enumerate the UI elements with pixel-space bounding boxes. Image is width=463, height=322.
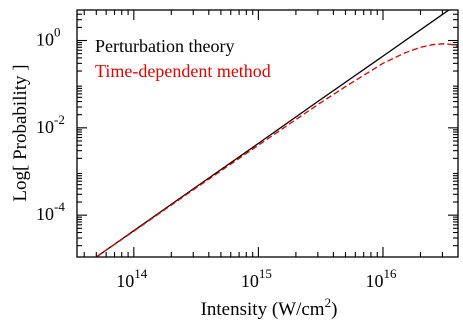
y-axis-label: Log[ Probability ] bbox=[10, 64, 31, 201]
y-major-ticks bbox=[77, 39, 458, 216]
x-axis-label-prefix: Intensity (W/cm bbox=[201, 299, 325, 320]
plot-frame bbox=[76, 9, 459, 258]
legend: Perturbation theory Time-dependent method bbox=[95, 36, 271, 81]
legend-entry-time-dependent-method: Time-dependent method bbox=[95, 61, 271, 81]
x-major-ticks bbox=[133, 10, 384, 257]
x-tick-label: 1016 bbox=[365, 266, 397, 291]
y-tick-labels: 100 10-2 10-4 bbox=[36, 25, 65, 225]
y-tick-label: 10-2 bbox=[36, 112, 65, 137]
x-axis-label: Intensity (W/cm2) bbox=[201, 295, 338, 320]
x-axis-label-suffix: ) bbox=[331, 299, 337, 320]
x-tick-labels: 1014 1015 1016 bbox=[116, 266, 397, 291]
x-axis-label-sup: 2 bbox=[325, 295, 332, 310]
x-tick-label: 1015 bbox=[241, 266, 272, 291]
series-layer bbox=[95, 10, 458, 257]
x-minor-ticks bbox=[83, 10, 443, 257]
y-tick-label: 10-4 bbox=[36, 199, 65, 224]
legend-entry-perturbation-theory: Perturbation theory bbox=[95, 36, 234, 56]
series-line-time-dependent-method bbox=[95, 43, 458, 257]
x-tick-label: 1014 bbox=[116, 266, 148, 291]
y-minor-ticks bbox=[77, 13, 458, 247]
y-tick-label: 100 bbox=[36, 25, 61, 50]
